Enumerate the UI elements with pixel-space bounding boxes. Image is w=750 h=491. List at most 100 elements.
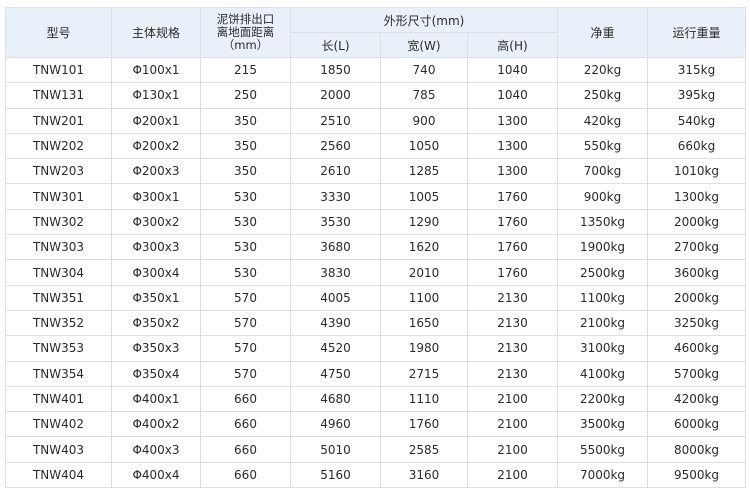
cell-length: 4750	[290, 360, 381, 387]
cell-length: 3830	[290, 259, 381, 286]
cell-length: 3330	[290, 183, 381, 210]
cell-width: 1005	[380, 183, 468, 210]
cell-outlet-height: 350	[200, 132, 291, 160]
cell-spec: Φ400x3	[111, 436, 201, 463]
cell-net-weight: 1350kg	[557, 208, 648, 236]
cell-net-weight: 7000kg	[557, 461, 648, 489]
cell-spec: Φ200x2	[111, 132, 201, 160]
cell-model: TNW354	[5, 360, 112, 387]
cell-length: 4390	[290, 309, 381, 337]
cell-length: 4680	[290, 385, 381, 413]
cell-net-weight: 2200kg	[557, 385, 648, 413]
cell-model: TNW303	[5, 234, 112, 261]
table-row: TNW303 Φ300x3 530 3680 1620 1760 1900kg 2700kg	[5, 234, 746, 261]
table-row: TNW401 Φ400x1 660 4680 1110 2100 2200kg 4200kg	[5, 385, 746, 413]
cell-net-weight: 3100kg	[557, 335, 648, 362]
cell-width: 1980	[380, 335, 468, 362]
cell-height: 2130	[467, 284, 558, 311]
cell-width: 785	[380, 82, 468, 109]
cell-model: TNW402	[5, 411, 112, 438]
cell-length: 4005	[290, 284, 381, 311]
header-length: 长(L)	[290, 32, 381, 58]
cell-width: 2010	[380, 259, 468, 286]
cell-spec: Φ300x4	[111, 259, 201, 286]
cell-width: 3160	[380, 461, 468, 489]
cell-width: 1760	[380, 411, 468, 438]
cell-length: 4960	[290, 411, 381, 438]
cell-length: 2610	[290, 158, 381, 185]
cell-spec: Φ100x1	[111, 56, 201, 84]
cell-model: TNW201	[5, 107, 112, 134]
cell-operating-weight: 540kg	[647, 107, 746, 134]
cell-outlet-height: 660	[200, 385, 291, 413]
cell-model: TNW403	[5, 436, 112, 463]
cell-spec: Φ300x1	[111, 183, 201, 210]
cell-operating-weight: 4600kg	[647, 335, 746, 362]
cell-spec: Φ300x3	[111, 234, 201, 261]
cell-width: 1290	[380, 208, 468, 236]
cell-height: 2130	[467, 335, 558, 362]
table-row: TNW302 Φ300x2 530 3530 1290 1760 1350kg 2000kg	[5, 208, 746, 236]
cell-length: 2000	[290, 82, 381, 109]
cell-height: 1760	[467, 234, 558, 261]
table-row: TNW403 Φ400x3 660 5010 2585 2100 5500kg 8000kg	[5, 436, 746, 463]
cell-operating-weight: 2000kg	[647, 284, 746, 311]
header-width: 宽(W)	[380, 32, 468, 58]
cell-outlet-height: 530	[200, 234, 291, 261]
cell-net-weight: 3500kg	[557, 411, 648, 438]
cell-net-weight: 250kg	[557, 82, 648, 109]
cell-net-weight: 1900kg	[557, 234, 648, 261]
table-row: TNW101 Φ100x1 215 1850 740 1040 220kg 315kg	[5, 56, 746, 84]
cell-height: 1040	[467, 82, 558, 109]
table-body: TNW101 Φ100x1 215 1850 740 1040 220kg 315kg TNW1…	[5, 56, 746, 489]
cell-operating-weight: 6000kg	[647, 411, 746, 438]
header-outlet-height: 泥饼排出口 离地面距离 （mm）	[200, 7, 291, 58]
table-row: TNW131 Φ130x1 250 2000 785 1040 250kg 395kg	[5, 82, 746, 109]
cell-length: 3680	[290, 234, 381, 261]
cell-operating-weight: 2700kg	[647, 234, 746, 261]
cell-model: TNW352	[5, 309, 112, 337]
cell-height: 2100	[467, 385, 558, 413]
cell-length: 1850	[290, 56, 381, 84]
cell-outlet-height: 215	[200, 56, 291, 84]
cell-width: 2585	[380, 436, 468, 463]
header-spec: 主体规格	[111, 7, 201, 58]
cell-spec: Φ350x1	[111, 284, 201, 311]
cell-net-weight: 5500kg	[557, 436, 648, 463]
cell-spec: Φ350x3	[111, 335, 201, 362]
cell-net-weight: 700kg	[557, 158, 648, 185]
cell-width: 1620	[380, 234, 468, 261]
cell-model: TNW101	[5, 56, 112, 84]
cell-operating-weight: 315kg	[647, 56, 746, 84]
cell-model: TNW131	[5, 82, 112, 109]
header-model: 型号	[5, 7, 112, 58]
cell-width: 1650	[380, 309, 468, 337]
cell-outlet-height: 570	[200, 335, 291, 362]
cell-length: 4520	[290, 335, 381, 362]
cell-net-weight: 420kg	[557, 107, 648, 134]
header-operating-weight: 运行重量	[647, 7, 746, 58]
cell-length: 2560	[290, 132, 381, 160]
cell-net-weight: 220kg	[557, 56, 648, 84]
cell-net-weight: 900kg	[557, 183, 648, 210]
header-net-weight: 净重	[557, 7, 648, 58]
cell-operating-weight: 1010kg	[647, 158, 746, 185]
cell-model: TNW353	[5, 335, 112, 362]
cell-height: 1300	[467, 107, 558, 134]
cell-spec: Φ400x1	[111, 385, 201, 413]
cell-length: 5160	[290, 461, 381, 489]
cell-width: 1110	[380, 385, 468, 413]
cell-outlet-height: 660	[200, 411, 291, 438]
cell-outlet-height: 530	[200, 183, 291, 210]
cell-net-weight: 550kg	[557, 132, 648, 160]
cell-width: 2715	[380, 360, 468, 387]
cell-outlet-height: 660	[200, 461, 291, 489]
cell-height: 1760	[467, 183, 558, 210]
cell-net-weight: 2500kg	[557, 259, 648, 286]
header-height: 高(H)	[467, 32, 558, 58]
cell-model: TNW304	[5, 259, 112, 286]
cell-width: 1285	[380, 158, 468, 185]
cell-spec: Φ200x1	[111, 107, 201, 134]
cell-operating-weight: 3600kg	[647, 259, 746, 286]
cell-spec: Φ350x2	[111, 309, 201, 337]
